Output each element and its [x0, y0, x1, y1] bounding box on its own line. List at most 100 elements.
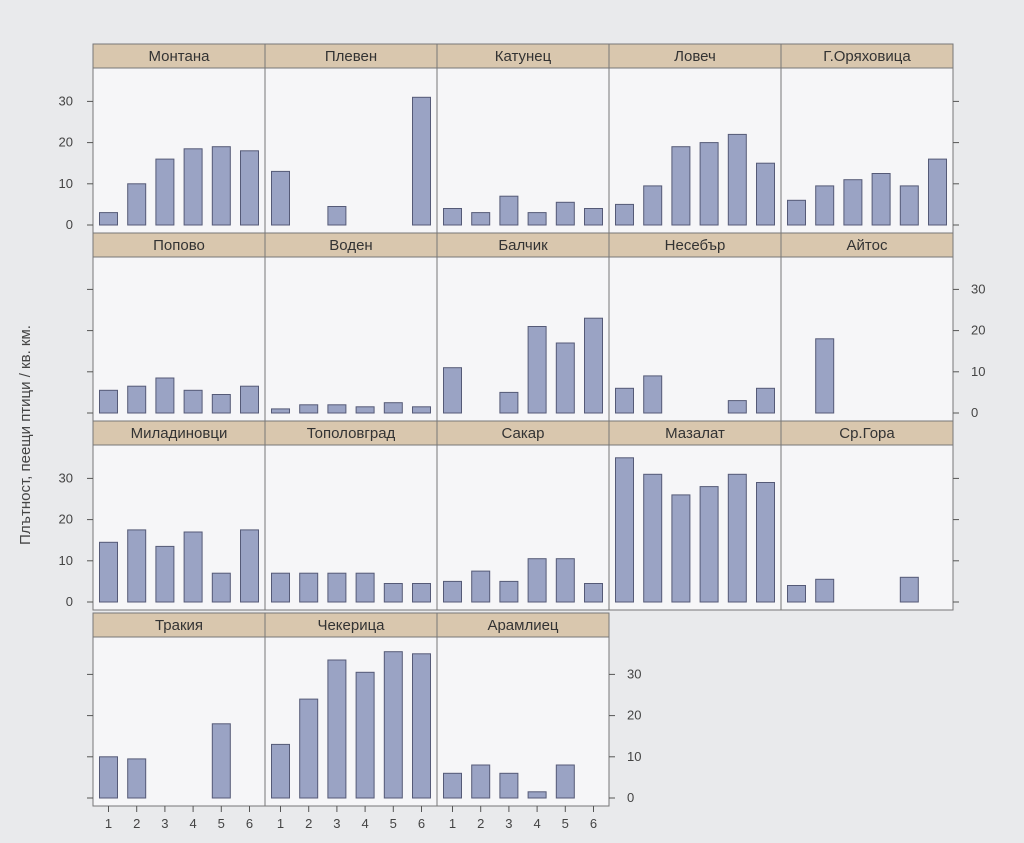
bar: [499, 195, 519, 226]
bar: [815, 185, 835, 226]
panel-title: Тополовград: [307, 425, 396, 442]
bar: [527, 791, 547, 799]
bar: [527, 212, 547, 226]
panel-8: Балчик: [436, 232, 610, 422]
y-tick-label: 20: [59, 512, 73, 527]
bar: [643, 185, 663, 226]
panel-strip: [92, 232, 266, 258]
bar: [671, 146, 691, 226]
y-axis: 0 10 20 30: [609, 666, 641, 805]
x-tick-label: 5: [218, 816, 225, 831]
x-tick-label: 3: [333, 816, 340, 831]
y-axis-label: Плътност, пеещи птици / кв. км.: [17, 325, 34, 545]
bar: [671, 494, 691, 603]
panel-plot-area: [608, 67, 782, 234]
bar: [383, 651, 403, 799]
panel-title: Ловеч: [674, 48, 716, 65]
panel-17: Чекерица: [264, 612, 438, 807]
bar: [527, 326, 547, 414]
panel-strip: [436, 232, 610, 258]
bar: [99, 212, 118, 226]
bar: [699, 486, 719, 603]
y-tick-label: 30: [971, 281, 985, 296]
panel-title: Воден: [329, 237, 372, 254]
bar: [471, 570, 491, 603]
axes-layer: 0 10 20 30 0 10 20 30 0 10 20 30 0 10 20 30 1 2 3 4 5 6 1 2 3 4 5 6…: [59, 93, 986, 831]
x-tick-label: 1: [277, 816, 284, 831]
panel-2: Плевен: [264, 43, 438, 234]
bar: [499, 772, 519, 799]
bar: [727, 133, 747, 226]
panel-title: Миладиновци: [131, 425, 228, 442]
bar: [499, 391, 519, 414]
x-axis: 1 2 3 4 5 6 1 2 3 4 5 6 1 2 3 4 5 6: [105, 806, 597, 831]
x-tick-label: 5: [390, 816, 397, 831]
bar: [271, 743, 290, 799]
bar: [240, 385, 259, 414]
bar: [327, 659, 347, 799]
x-tick-label: 2: [305, 816, 312, 831]
bar: [99, 389, 118, 414]
x-tick-label: 6: [246, 816, 253, 831]
bar: [787, 585, 806, 603]
bar: [211, 146, 231, 226]
panel-title: Мазалат: [665, 425, 725, 442]
panel-plot-area: [92, 444, 266, 611]
panel-3: Катунец: [436, 43, 610, 234]
y-axis: 0 10 20 30: [59, 93, 93, 232]
panel-13: Сакар: [436, 420, 610, 611]
bar: [299, 404, 319, 414]
y-tick-label: 0: [66, 217, 73, 232]
bar: [871, 173, 891, 226]
panel-strip: [608, 420, 782, 446]
panel-title: Плевен: [325, 48, 377, 65]
bar: [299, 572, 319, 603]
x-tick-label: 6: [590, 816, 597, 831]
bar: [211, 394, 231, 414]
bar: [756, 162, 775, 226]
panel-title: Чекерица: [317, 617, 385, 634]
panel-16: Тракия: [92, 612, 266, 807]
bar: [499, 580, 519, 603]
panel-title: Попово: [153, 237, 205, 254]
y-tick-label: 20: [627, 708, 641, 723]
panel-7: Воден: [264, 232, 438, 422]
bar: [355, 406, 375, 414]
y-tick-label: 0: [971, 405, 978, 420]
x-tick-label: 4: [189, 816, 196, 831]
bar: [928, 158, 947, 226]
bar: [471, 212, 491, 226]
panel-5: Г.Оряховица: [780, 43, 954, 234]
bar: [127, 529, 147, 603]
panel-title: Несебър: [665, 237, 726, 254]
y-tick-label: 20: [971, 323, 985, 338]
panel-plot-area: [92, 256, 266, 422]
bar: [127, 758, 147, 799]
bar: [615, 457, 634, 603]
panel-plot-area: [780, 67, 954, 234]
bar: [727, 473, 747, 603]
bar: [843, 179, 863, 226]
bar: [643, 473, 663, 603]
bar: [443, 772, 462, 799]
y-tick-label: 0: [66, 594, 73, 609]
panel-title: Монтана: [149, 48, 211, 65]
x-tick-label: 1: [449, 816, 456, 831]
bar: [555, 342, 575, 414]
bar: [327, 572, 347, 603]
bar: [555, 764, 575, 799]
bar: [815, 338, 835, 414]
panel-title: Сакар: [502, 425, 545, 442]
panel-plot-area: [780, 256, 954, 422]
bar: [183, 389, 203, 414]
bar: [271, 170, 290, 226]
y-tick-label: 20: [59, 135, 73, 150]
panel-strip: [264, 43, 438, 69]
panel-15: Ср.Гора: [780, 420, 954, 611]
bar: [899, 576, 919, 603]
bar: [355, 671, 375, 799]
panel-plot-area: [264, 67, 438, 234]
panel-strip: [780, 232, 954, 258]
bar: [471, 764, 491, 799]
